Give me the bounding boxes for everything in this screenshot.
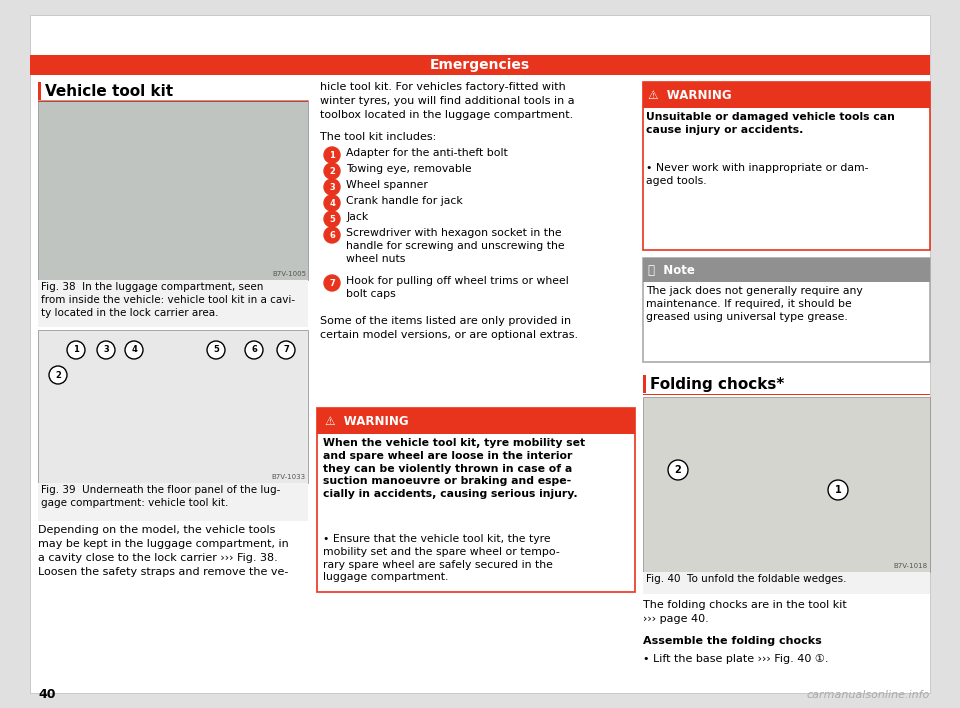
Text: Unsuitable or damaged vehicle tools can
cause injury or accidents.: Unsuitable or damaged vehicle tools can …: [646, 112, 895, 135]
Text: carmanualsonline.info: carmanualsonline.info: [806, 690, 930, 700]
Bar: [643, 572, 930, 594]
Text: 5: 5: [329, 215, 335, 224]
Text: 4: 4: [132, 346, 137, 355]
Circle shape: [245, 341, 263, 359]
Text: 4: 4: [329, 198, 335, 207]
Text: The jack does not generally require any
maintenance. If required, it should be
g: The jack does not generally require any …: [646, 286, 863, 321]
Text: B7V-1033: B7V-1033: [272, 474, 306, 480]
Circle shape: [49, 366, 67, 384]
Text: Some of the items listed are only provided in
certain model versions, or are opt: Some of the items listed are only provid…: [320, 316, 578, 340]
Bar: [38, 280, 308, 327]
Circle shape: [207, 341, 225, 359]
Text: 2: 2: [329, 166, 335, 176]
Text: • Ensure that the vehicle tool kit, the tyre
mobility set and the spare wheel or: • Ensure that the vehicle tool kit, the …: [323, 534, 560, 583]
Circle shape: [324, 147, 340, 163]
Bar: [643, 397, 930, 572]
Circle shape: [324, 195, 340, 211]
Text: Screwdriver with hexagon socket in the
handle for screwing and unscrewing the
wh: Screwdriver with hexagon socket in the h…: [346, 228, 564, 263]
Circle shape: [324, 211, 340, 227]
Text: 6: 6: [252, 346, 257, 355]
Bar: [643, 82, 930, 250]
Bar: [38, 82, 41, 100]
Text: Hook for pulling off wheel trims or wheel
bolt caps: Hook for pulling off wheel trims or whee…: [346, 276, 568, 299]
Text: Fig. 40  To unfold the foldable wedges.: Fig. 40 To unfold the foldable wedges.: [646, 574, 847, 584]
Text: Jack: Jack: [346, 212, 369, 222]
Text: ⓘ  Note: ⓘ Note: [648, 263, 695, 277]
Text: 1: 1: [73, 346, 79, 355]
Bar: [38, 330, 308, 483]
Circle shape: [324, 275, 340, 291]
Text: 1: 1: [329, 151, 335, 159]
Text: ⚠  WARNING: ⚠ WARNING: [325, 414, 409, 428]
Bar: [643, 82, 930, 108]
Text: hicle tool kit. For vehicles factory-fitted with
winter tyres, you will find add: hicle tool kit. For vehicles factory-fit…: [320, 82, 575, 120]
Text: Vehicle tool kit: Vehicle tool kit: [45, 84, 173, 98]
Bar: [643, 394, 930, 395]
Circle shape: [324, 227, 340, 243]
Text: B7V-1018: B7V-1018: [894, 563, 928, 569]
Bar: [38, 483, 308, 521]
Bar: [38, 100, 308, 280]
Text: Fig. 38  In the luggage compartment, seen
from inside the vehicle: vehicle tool : Fig. 38 In the luggage compartment, seen…: [41, 282, 295, 319]
Text: Fig. 39  Underneath the floor panel of the lug-
gage compartment: vehicle tool k: Fig. 39 Underneath the floor panel of th…: [41, 485, 280, 508]
Text: 7: 7: [329, 278, 335, 287]
Text: 5: 5: [213, 346, 219, 355]
Text: 7: 7: [283, 346, 289, 355]
Text: Adapter for the anti-theft bolt: Adapter for the anti-theft bolt: [346, 148, 508, 158]
Circle shape: [324, 163, 340, 179]
Circle shape: [277, 341, 295, 359]
Text: Towing eye, removable: Towing eye, removable: [346, 164, 471, 174]
Text: • Lift the base plate ››› Fig. 40 ①.: • Lift the base plate ››› Fig. 40 ①.: [643, 654, 828, 664]
Bar: [643, 375, 646, 393]
Bar: [30, 55, 930, 75]
Text: 3: 3: [329, 183, 335, 191]
Bar: [643, 258, 930, 282]
Circle shape: [67, 341, 85, 359]
Circle shape: [828, 480, 848, 500]
Text: 1: 1: [834, 485, 841, 495]
Circle shape: [125, 341, 143, 359]
Text: The tool kit includes:: The tool kit includes:: [320, 132, 436, 142]
Text: 3: 3: [103, 346, 108, 355]
Bar: [317, 408, 635, 592]
Circle shape: [324, 179, 340, 195]
Circle shape: [668, 460, 688, 480]
Text: The folding chocks are in the tool kit
››› page 40.: The folding chocks are in the tool kit ›…: [643, 600, 847, 624]
Circle shape: [97, 341, 115, 359]
Text: Emergencies: Emergencies: [430, 58, 530, 72]
Text: Crank handle for jack: Crank handle for jack: [346, 196, 463, 206]
Text: Depending on the model, the vehicle tools
may be kept in the luggage compartment: Depending on the model, the vehicle tool…: [38, 525, 289, 577]
Bar: [643, 258, 930, 362]
Bar: [317, 408, 635, 434]
Text: 2: 2: [675, 465, 682, 475]
Text: When the vehicle tool kit, tyre mobility set
and spare wheel are loose in the in: When the vehicle tool kit, tyre mobility…: [323, 438, 586, 499]
Text: 6: 6: [329, 231, 335, 239]
Text: Wheel spanner: Wheel spanner: [346, 180, 428, 190]
Text: B7V-1005: B7V-1005: [272, 271, 306, 277]
Text: ⚠  WARNING: ⚠ WARNING: [648, 88, 732, 101]
Text: Assemble the folding chocks: Assemble the folding chocks: [643, 636, 822, 646]
Bar: [38, 101, 308, 102]
Text: Folding chocks*: Folding chocks*: [650, 377, 784, 392]
Text: 2: 2: [55, 370, 60, 379]
Text: 40: 40: [38, 688, 56, 702]
Text: • Never work with inappropriate or dam-
aged tools.: • Never work with inappropriate or dam- …: [646, 163, 869, 185]
